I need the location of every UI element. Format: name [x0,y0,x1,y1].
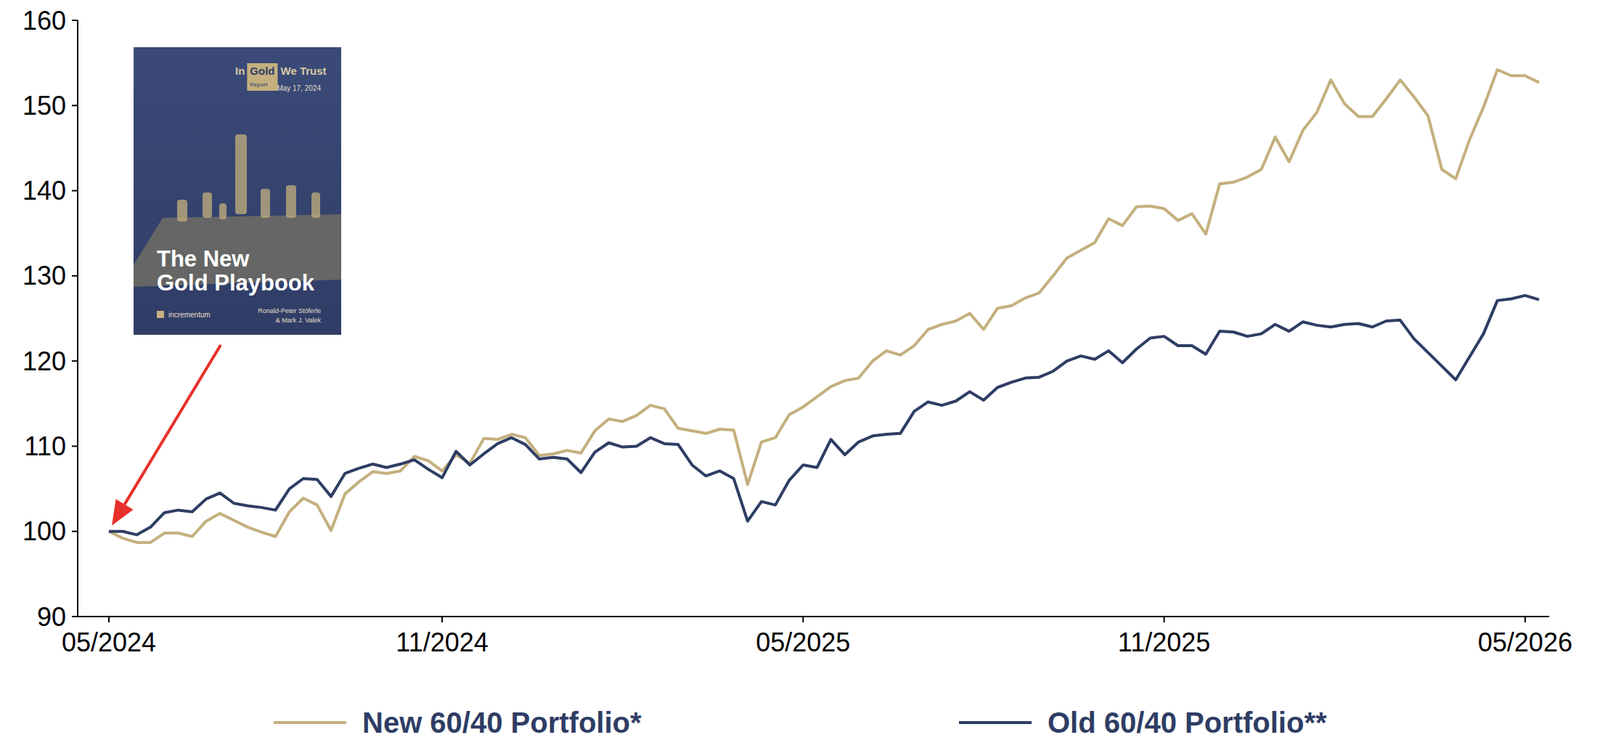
y-tick-label: 100 [22,516,67,546]
cover-piece [202,192,212,218]
y-tick-label: 110 [24,431,67,461]
x-tick [1163,616,1166,623]
annotation-arrowhead [111,498,134,525]
y-tick-label: 120 [22,346,67,377]
cover-piece [311,192,321,218]
cover-text: & Mark J. Valek [275,316,322,324]
cover-text: Ronald-Peter Stöferle [257,307,321,315]
y-tick-label: 150 [22,90,67,121]
y-tick-label: 130 [22,260,67,291]
cover-text: We Trust [280,64,327,77]
cover-text: In [235,64,245,77]
cover-piece [260,188,271,218]
chart: 9010011012013014015016005/202411/202405/… [0,0,1600,748]
legend-label: Old 60/40 Portfolio** [1047,706,1328,739]
y-axis-line [76,20,79,617]
y-tick [71,190,78,192]
cover-text: May 17, 2024 [276,84,321,93]
legend-swatch [273,720,347,724]
annotation-arrow [124,344,221,505]
x-tick-label: 11/2024 [395,627,488,657]
cover-piece [235,134,247,215]
y-tick [71,360,78,362]
x-axis-line [77,615,1550,618]
cover-text: Gold [249,64,275,77]
cover-text: Report [249,81,268,88]
y-tick [71,445,78,447]
x-tick-label: 05/2025 [755,627,851,657]
cover-text: Gold Playbook [156,270,316,296]
cover-logo-mark [156,310,165,318]
x-tick [108,616,110,623]
cover-piece [286,185,297,218]
x-tick [802,616,804,623]
y-tick-label: 160 [22,5,67,36]
legend-label: New 60/40 Portfolio* [362,706,642,739]
cover-text: The New [156,246,250,272]
x-tick [1524,616,1526,623]
y-tick [71,530,78,533]
x-tick-label: 05/2026 [1478,627,1573,657]
cover-background [133,47,342,335]
y-tick [71,104,78,106]
y-tick [71,615,78,618]
y-tick [71,275,78,277]
report-cover: In Gold Report We Trust May 17, 2024 The NewG… [133,47,342,335]
x-tick [441,616,443,623]
x-tick-label: 05/2024 [61,627,157,657]
cover-piece [219,203,227,220]
legend-swatch [958,720,1032,724]
y-tick [71,19,78,22]
cover-logo-box [246,63,278,91]
cover-piece [177,199,188,222]
y-tick-label: 140 [22,175,67,206]
cover-text: incrementum [168,310,211,319]
x-tick-label: 11/2025 [1117,627,1211,657]
